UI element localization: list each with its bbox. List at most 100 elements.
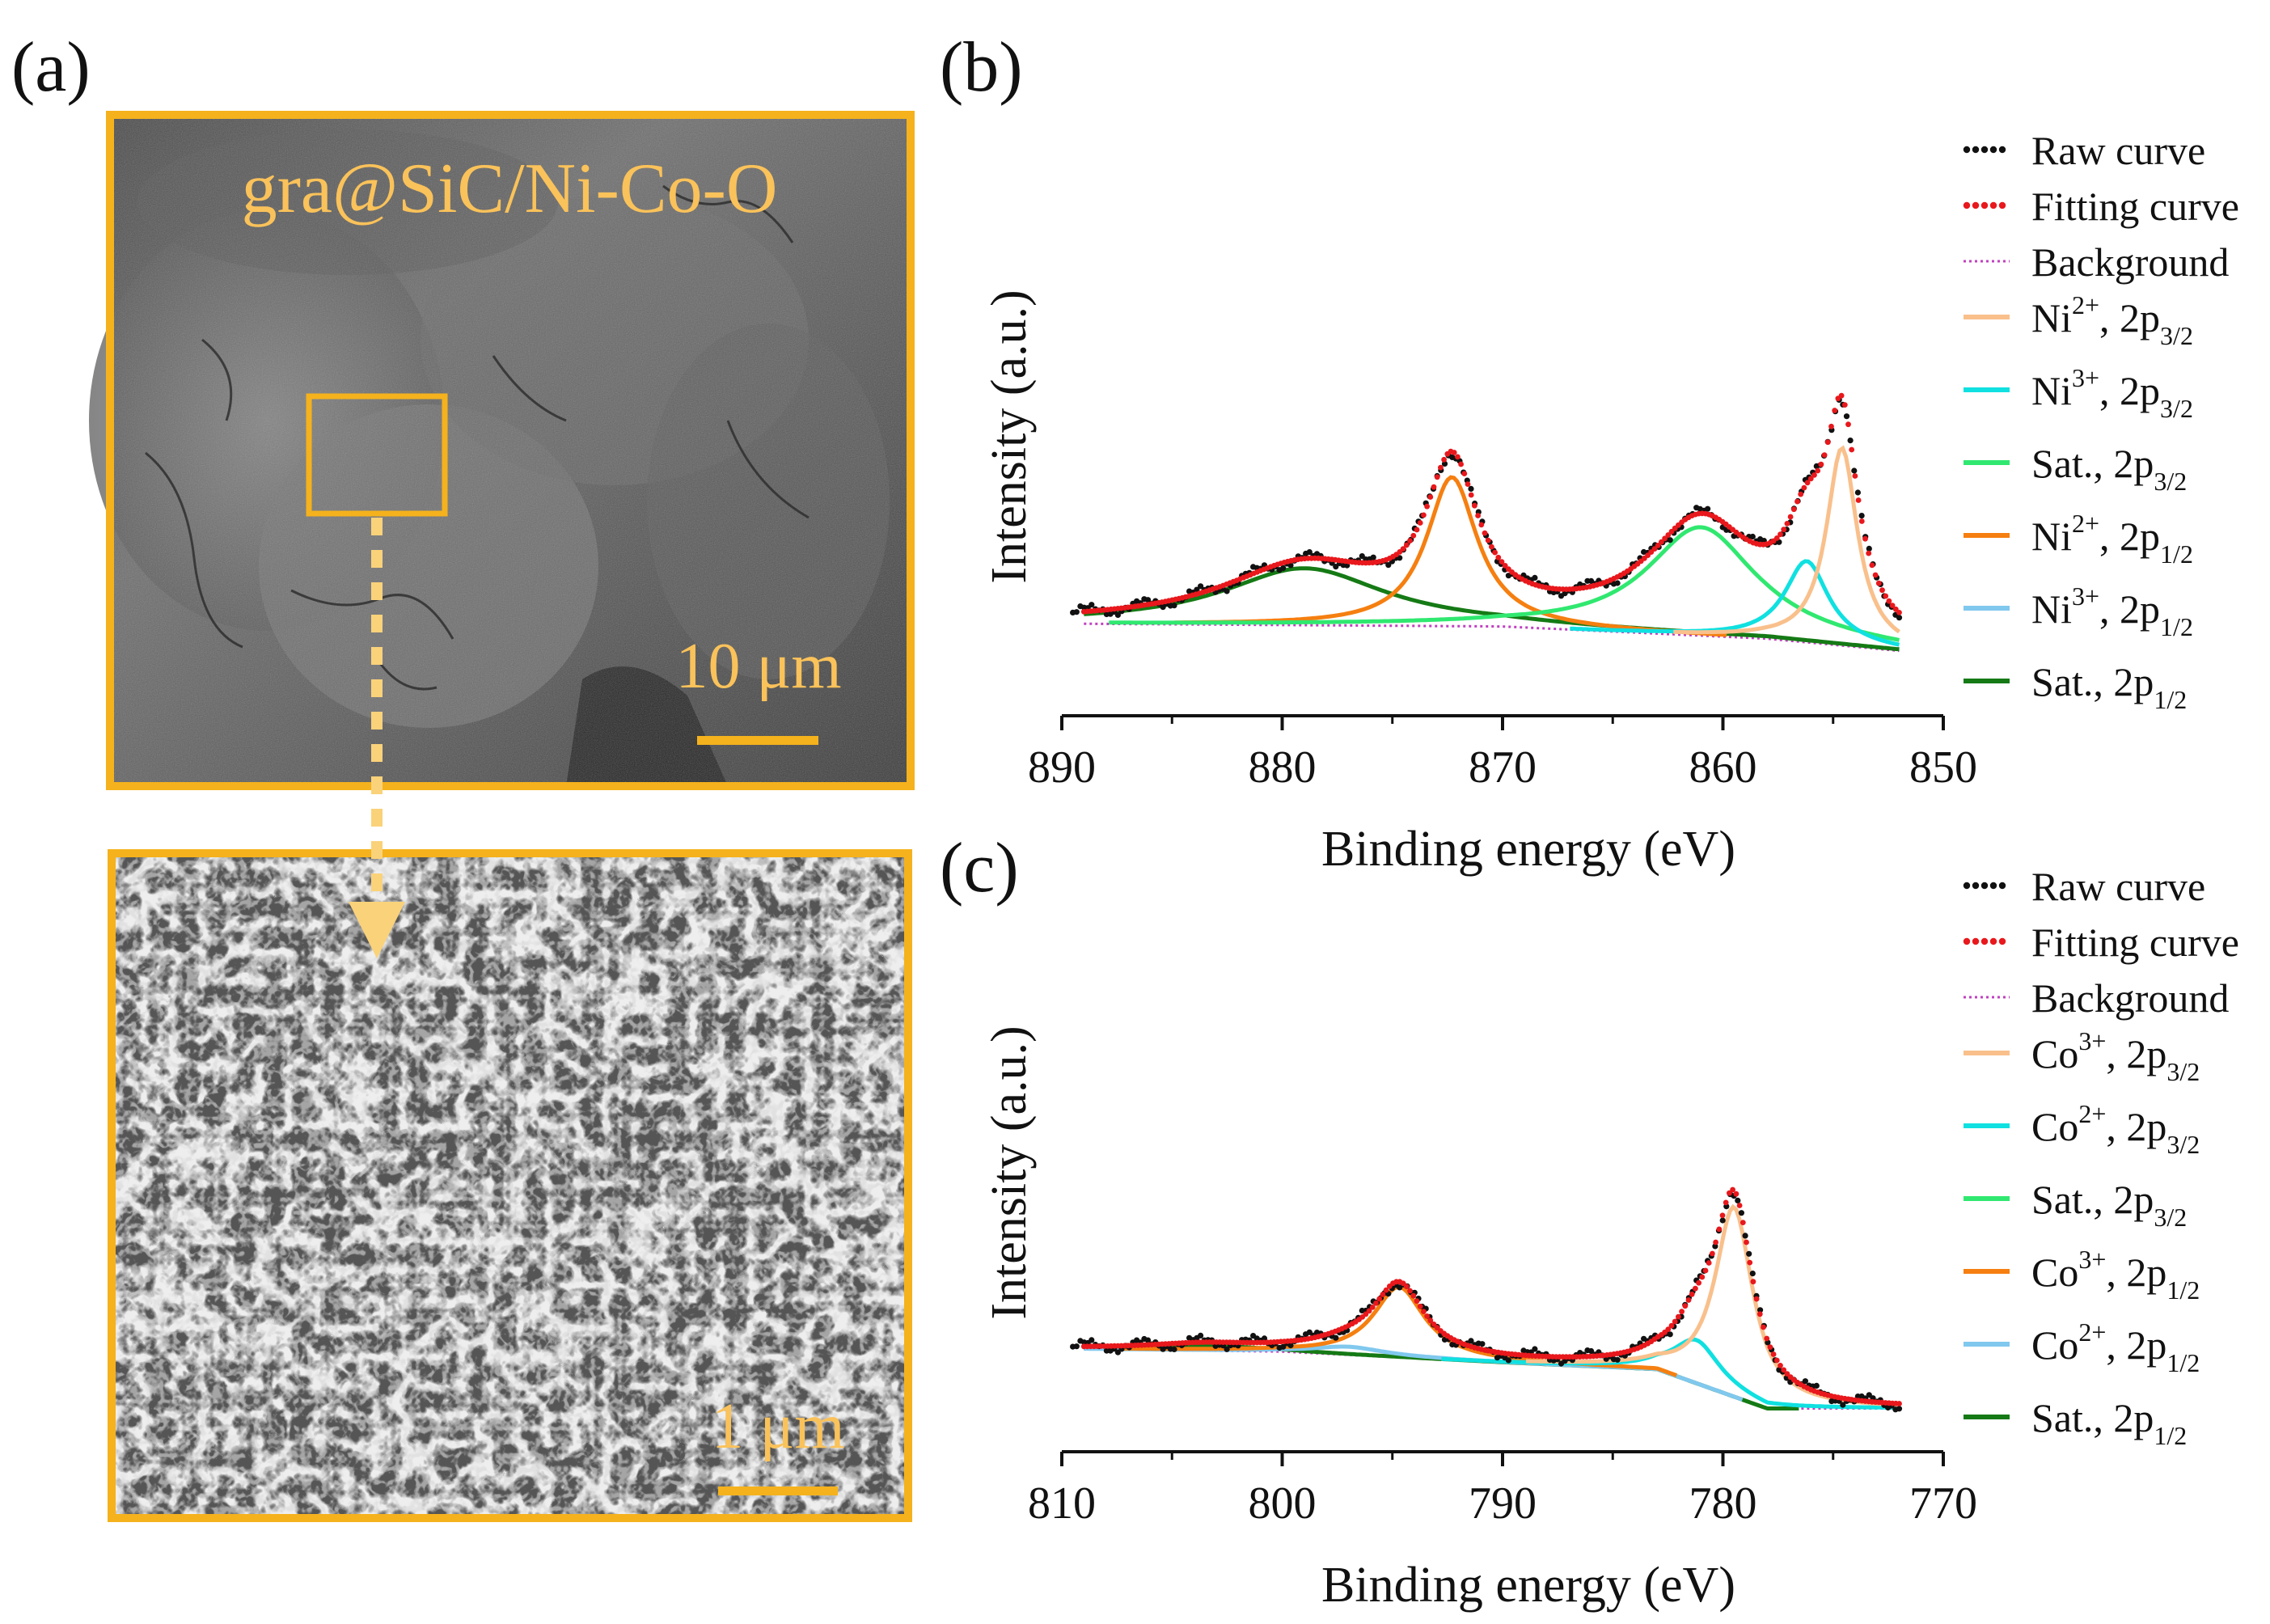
fit-point <box>1665 532 1672 538</box>
fit-point <box>1417 1303 1423 1309</box>
fit-point <box>1465 481 1471 487</box>
fit-point <box>1798 491 1804 497</box>
raw-curve <box>1070 396 1903 621</box>
raw-point <box>1468 485 1474 493</box>
fit-point <box>1744 1239 1749 1245</box>
raw-point <box>1479 1341 1486 1347</box>
fit-point <box>1739 1220 1746 1225</box>
x-tick-label: 790 <box>1469 1478 1537 1529</box>
fit-point <box>1421 512 1427 518</box>
fit-point <box>1730 1186 1736 1193</box>
raw-point <box>1073 609 1080 615</box>
sem-frame-top <box>106 111 915 790</box>
x-tick-label: 870 <box>1469 742 1537 793</box>
raw-point <box>1746 1250 1752 1257</box>
chart-c-xlabel: Binding energy (eV) <box>1321 1558 1735 1613</box>
fit-point <box>1852 473 1858 479</box>
fit-point <box>1455 454 1460 460</box>
fit-point <box>1475 513 1481 518</box>
raw-point <box>1749 1271 1756 1277</box>
legend-label: Co3+, 2p1/2 <box>2031 1245 2200 1305</box>
fit-point <box>1458 461 1464 467</box>
fit-point <box>1811 472 1817 478</box>
legend-label: Background <box>2031 975 2229 1021</box>
fit-point <box>1781 1367 1787 1373</box>
legend-label: Ni3+, 2p1/2 <box>2031 582 2193 641</box>
scale-bar-bottom <box>718 1487 838 1495</box>
fit-point <box>1821 452 1828 458</box>
fit-point <box>1482 530 1488 536</box>
raw-point <box>1114 1349 1121 1355</box>
peak-p12_b <box>1084 1344 1744 1402</box>
fit-point <box>1866 550 1872 556</box>
legend-item-p12_a: Co3+, 2p1/2 <box>1964 1245 2200 1305</box>
legend-swatch <box>1980 201 1989 209</box>
raw-point <box>1280 1343 1287 1350</box>
fit-point <box>1438 464 1444 471</box>
x-tick-label: 860 <box>1689 742 1757 793</box>
fit-point <box>1682 1303 1689 1309</box>
legend-label: Ni2+, 2p1/2 <box>2031 509 2193 569</box>
legend-label: Co3+, 2p3/2 <box>2031 1026 2200 1086</box>
raw-point <box>1749 533 1756 540</box>
legend-item-p32_a: Ni2+, 2p3/2 <box>1964 290 2193 350</box>
fit-point <box>1414 1298 1420 1305</box>
fit-point <box>1747 1259 1753 1266</box>
fit-point <box>1421 1309 1427 1314</box>
fit-point <box>1492 549 1498 556</box>
fit-point <box>1502 563 1508 569</box>
legend-swatch <box>1963 201 1971 209</box>
legend-swatch <box>1989 201 1997 209</box>
fit-point <box>1689 1291 1695 1297</box>
legend-label: Sat., 2p1/2 <box>2031 1395 2187 1450</box>
raw-point <box>1738 1210 1744 1216</box>
raw-point <box>1468 1338 1474 1344</box>
raw-point <box>1896 615 1903 621</box>
fit-point <box>1685 1297 1692 1303</box>
fit-point <box>1790 506 1797 513</box>
fit-point <box>1828 423 1834 429</box>
fit-point <box>1499 559 1505 565</box>
raw-point <box>1705 505 1711 512</box>
fit-point <box>1662 535 1668 542</box>
fit-point <box>1716 1226 1723 1233</box>
legend-item-raw: Raw curve <box>1963 128 2205 173</box>
fit-point <box>1410 1292 1417 1299</box>
fit-point <box>1892 606 1899 612</box>
chart-c: Intensity (a.u.) Binding energy (eV) 810… <box>982 864 2239 1613</box>
legend-label: Ni3+, 2p3/2 <box>2031 363 2193 423</box>
raw-point <box>1171 1346 1177 1352</box>
fit-point <box>1764 1335 1770 1342</box>
fit-point <box>1886 598 1892 604</box>
raw-point <box>1114 611 1121 619</box>
raw-point <box>1089 1337 1095 1343</box>
fit-point <box>1668 528 1675 535</box>
legend-item-sat12: Sat., 2p1/2 <box>1964 1395 2187 1450</box>
fit-point <box>1736 1203 1743 1208</box>
legend-swatch <box>1980 146 1989 154</box>
fit-point <box>1699 1274 1706 1280</box>
fitting-curve <box>1080 392 1902 615</box>
fit-point <box>1414 527 1420 533</box>
raw-point <box>1614 1356 1621 1363</box>
raw-point <box>1588 1347 1595 1355</box>
x-tick-label: 800 <box>1249 1478 1317 1529</box>
fit-point <box>1407 538 1413 543</box>
raw-point <box>1073 1343 1080 1350</box>
fit-point <box>1773 535 1780 541</box>
fit-point <box>1369 1305 1376 1310</box>
raw-point <box>1813 1382 1820 1389</box>
fit-point <box>1665 1326 1672 1332</box>
fit-point <box>1672 1318 1678 1325</box>
legend-label: Co2+, 2p3/2 <box>2031 1099 2200 1159</box>
legend-swatch <box>1972 937 1980 945</box>
fit-point <box>1869 562 1875 569</box>
fit-point <box>1424 503 1430 510</box>
fit-point <box>1845 421 1851 428</box>
fit-point <box>1784 1371 1790 1377</box>
legend-item-p12_b: Ni3+, 2p1/2 <box>1964 582 2193 641</box>
legend-item-p32_a: Co3+, 2p3/2 <box>1964 1026 2200 1086</box>
fit-point <box>1427 494 1434 500</box>
fit-point <box>1807 476 1814 482</box>
fit-point <box>1383 1287 1389 1293</box>
